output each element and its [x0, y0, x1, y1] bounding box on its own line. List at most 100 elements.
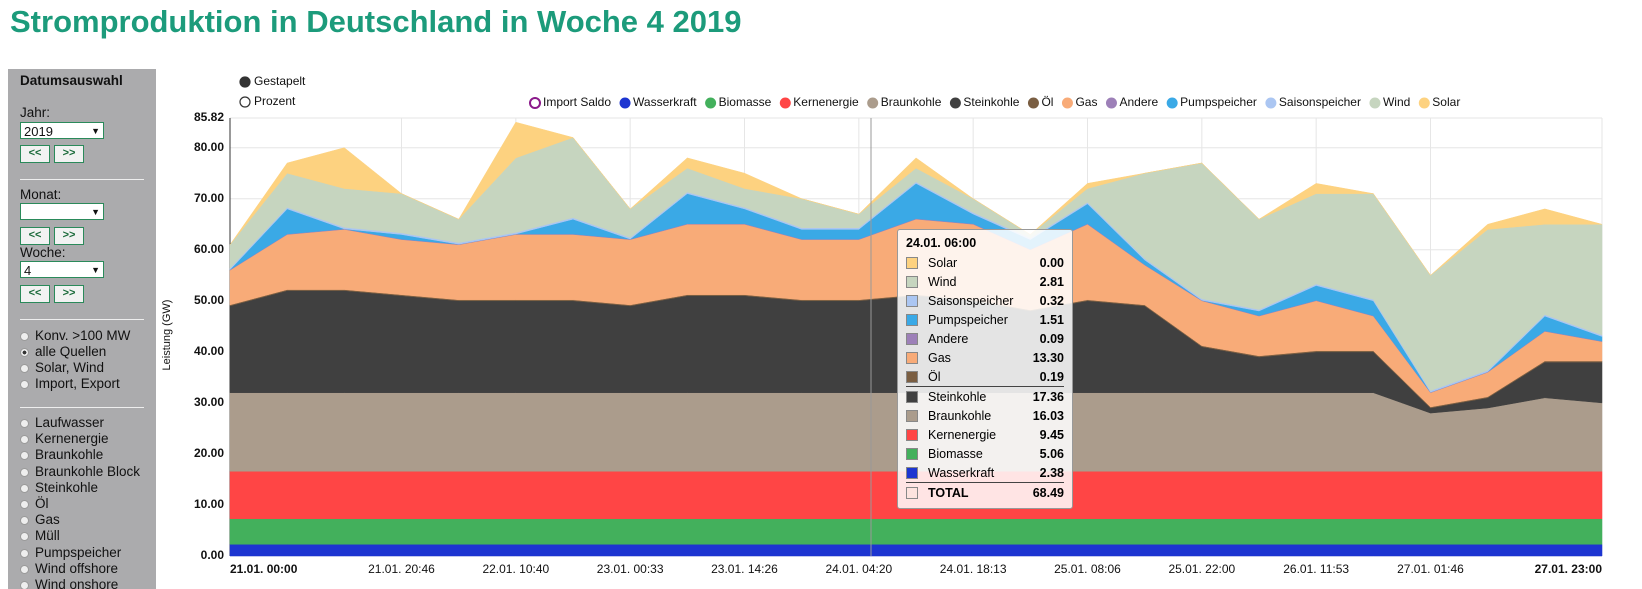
divider — [20, 407, 144, 408]
tooltip-row: Pumpspeicher 1.51 — [906, 310, 1064, 329]
year-select[interactable]: 2019 — [20, 122, 104, 140]
year-label: Jahr: — [20, 105, 51, 120]
legend-label: Öl — [1041, 95, 1053, 109]
row-name: Saisonspeicher — [928, 293, 1014, 308]
mode-label: alle Quellen — [35, 344, 107, 359]
next-button[interactable]: >> — [54, 285, 84, 303]
prev-button[interactable]: << — [20, 145, 50, 163]
source-option[interactable]: Steinkohle — [20, 480, 98, 495]
source-label: Pumpspeicher — [35, 544, 122, 560]
legend-label: Andere — [1119, 95, 1158, 109]
y-tick-label: 50.00 — [194, 293, 224, 307]
row-value: 1.51 — [1039, 312, 1064, 327]
radio[interactable] — [20, 467, 29, 477]
source-label: Gas — [35, 512, 60, 528]
row-name: Biomasse — [928, 446, 983, 461]
source-label: Müll — [35, 528, 60, 544]
source-option[interactable]: Braunkohle — [20, 447, 103, 462]
legend-label: Biomasse — [719, 95, 772, 109]
y-tick-label: 30.00 — [194, 395, 224, 409]
source-option[interactable]: Kernenergie — [20, 431, 109, 446]
radio[interactable] — [20, 532, 29, 542]
mode-option[interactable]: Solar, Wind — [20, 360, 104, 375]
mode-option[interactable]: Konv. >100 MW — [20, 328, 130, 343]
week-select[interactable]: 4 — [20, 261, 104, 279]
swatch — [906, 351, 918, 364]
source-option[interactable]: Öl — [20, 496, 49, 511]
view-radio — [239, 96, 251, 108]
month-label: Monat: — [20, 187, 62, 202]
swatch — [906, 486, 918, 499]
sidebar-title: Datumsauswahl — [20, 73, 123, 88]
tooltip-row: Biomasse 5.06 — [906, 444, 1064, 463]
x-tick-label: 25.01. 08:06 — [1054, 562, 1121, 576]
legend-marker — [1369, 97, 1381, 109]
radio[interactable] — [20, 435, 29, 445]
swatch — [906, 294, 918, 307]
prev-button[interactable]: << — [20, 285, 50, 303]
legend-marker — [1105, 97, 1117, 109]
radio[interactable] — [20, 331, 29, 341]
sidebar: Datumsauswahl Jahr: 2019 <<>> Monat: <<>… — [8, 69, 156, 589]
radio[interactable] — [20, 516, 29, 526]
tooltip-title: 24.01. 06:00 — [906, 236, 977, 250]
source-label: Steinkohle — [35, 479, 99, 495]
swatch — [906, 390, 918, 403]
source-option[interactable]: Müll — [20, 528, 60, 543]
tooltip-row: Wind 2.81 — [906, 272, 1064, 291]
radio[interactable] — [20, 451, 29, 461]
tooltip-row: Steinkohle 17.36 — [906, 386, 1064, 406]
legend-label: Wind — [1383, 95, 1410, 109]
legend-label: Import Saldo — [543, 95, 611, 109]
source-option[interactable]: Laufwasser — [20, 415, 104, 430]
radio[interactable] — [20, 347, 29, 357]
mode-label: Import, Export — [35, 376, 120, 391]
source-label: Öl — [35, 496, 49, 511]
next-button[interactable]: >> — [54, 145, 84, 163]
radio[interactable] — [20, 499, 29, 509]
swatch — [906, 275, 918, 288]
x-tick-label: 24.01. 18:13 — [940, 562, 1007, 576]
legend-marker — [1265, 97, 1277, 109]
row-name: TOTAL — [928, 485, 969, 500]
source-option[interactable]: Wind onshore — [20, 577, 118, 589]
legend-marker — [779, 97, 791, 109]
y-axis-label: Leistung (GW) — [161, 300, 173, 371]
legend-label: Gas — [1075, 95, 1097, 109]
swatch — [906, 256, 918, 269]
mode-option[interactable]: alle Quellen — [20, 344, 106, 359]
view-radio — [239, 76, 251, 88]
mode-label: Konv. >100 MW — [35, 328, 131, 343]
radio[interactable] — [20, 379, 29, 389]
row-name: Pumpspeicher — [928, 312, 1008, 327]
row-value: 17.36 — [1032, 389, 1064, 404]
radio[interactable] — [20, 548, 29, 558]
legend-label: Braunkohle — [881, 95, 942, 109]
radio[interactable] — [20, 564, 29, 574]
radio[interactable] — [20, 580, 29, 589]
source-option[interactable]: Wind offshore — [20, 561, 118, 576]
source-option[interactable]: Pumpspeicher — [20, 545, 121, 560]
area — [229, 518, 1603, 545]
radio[interactable] — [20, 418, 29, 428]
mode-option[interactable]: Import, Export — [20, 376, 120, 391]
y-tick-label: 85.82 — [194, 110, 224, 124]
tooltip-row: Wasserkraft 2.38 — [906, 463, 1064, 482]
legend-label: Wasserkraft — [633, 95, 697, 109]
next-button[interactable]: >> — [54, 227, 84, 245]
radio[interactable] — [20, 483, 29, 493]
row-name: Gas — [928, 350, 951, 365]
row-value: 13.30 — [1032, 350, 1064, 365]
month-select[interactable] — [20, 203, 104, 221]
row-value: 9.45 — [1039, 427, 1064, 442]
swatch — [906, 466, 918, 479]
x-tick-label: 23.01. 14:26 — [711, 562, 778, 576]
source-option[interactable]: Braunkohle Block — [20, 464, 140, 479]
radio[interactable] — [20, 363, 29, 373]
prev-button[interactable]: << — [20, 227, 50, 245]
source-option[interactable]: Gas — [20, 512, 60, 527]
x-tick-label: 23.01. 00:33 — [597, 562, 664, 576]
view-label: Prozent — [254, 94, 296, 108]
row-name: Öl — [928, 369, 941, 384]
